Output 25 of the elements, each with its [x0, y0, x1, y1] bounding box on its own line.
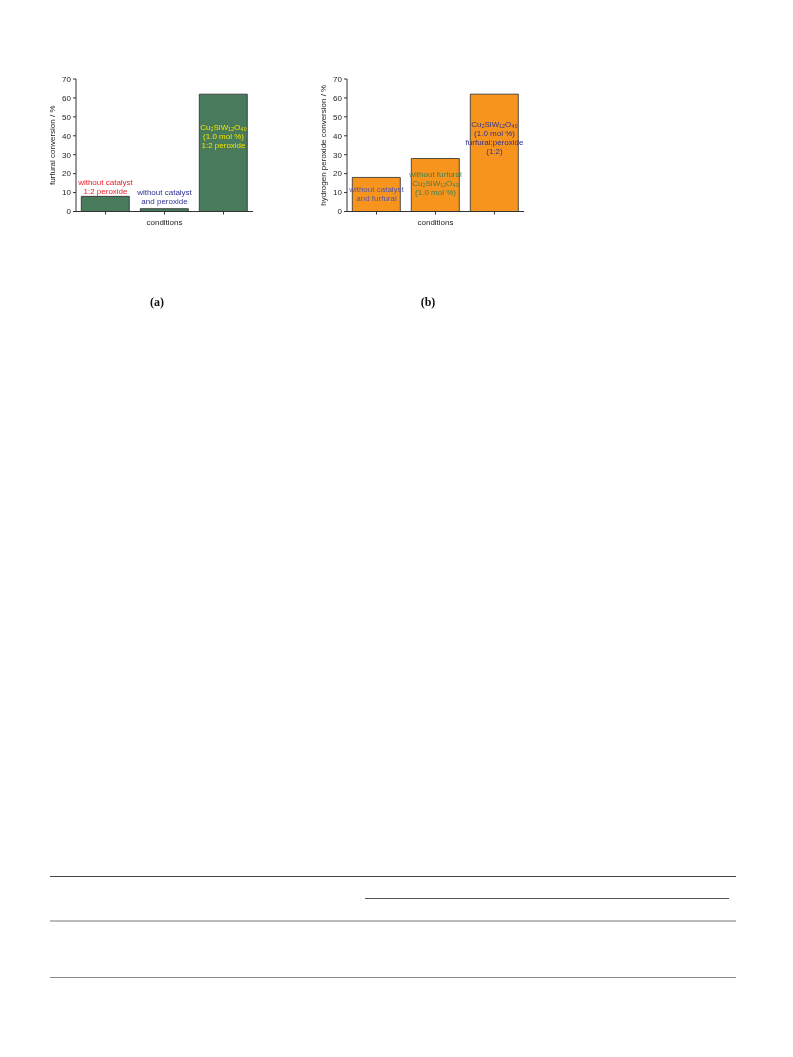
y-tick-label: 70 [62, 74, 72, 84]
y-tick-label: 50 [333, 112, 343, 122]
annotation: Cu₂SiW₁₂O₄₀ (1.0 mol %) 1:2 peroxide [200, 122, 247, 150]
y-tick-label: 60 [333, 93, 343, 103]
y-tick-label: 20 [62, 169, 72, 179]
y-tick-label: 60 [62, 93, 72, 103]
text: (a) [149, 295, 165, 310]
y-tick-label: 10 [333, 188, 343, 198]
y-tick-label: 40 [62, 131, 72, 141]
annotation: without catalyst and peroxide [136, 187, 193, 206]
y-tick-label: 10 [62, 188, 72, 198]
y-tick-label: 0 [66, 207, 72, 217]
y-tick-label: 40 [333, 131, 343, 141]
x-axis-title: conditions [417, 218, 454, 227]
annotation: without catalyst 1:2 peroxide [77, 177, 134, 196]
y-axis-title: hydrogen peroxide conversion / % [318, 84, 328, 206]
y-tick-label: 20 [333, 169, 343, 179]
x-axis-title: conditions [146, 218, 183, 227]
y-tick-label: 30 [62, 150, 72, 160]
y-tick-label: 30 [333, 150, 343, 160]
y-axis-title: furfural conversion / % [47, 105, 57, 186]
text: (b) [419, 295, 437, 310]
y-tick-label: 70 [333, 74, 343, 84]
y-tick-label: 50 [62, 112, 72, 122]
y-tick-label: 0 [337, 207, 343, 217]
